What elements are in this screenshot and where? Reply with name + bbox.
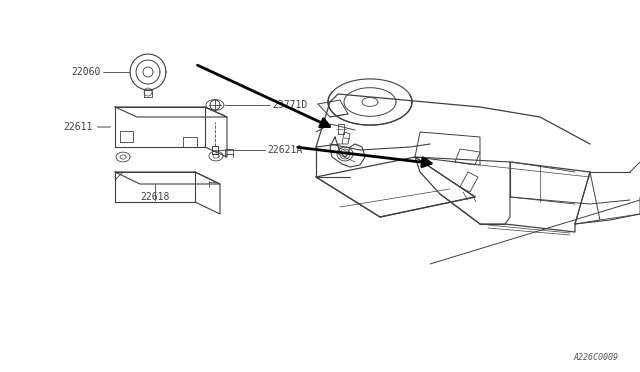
Text: 22611: 22611 xyxy=(63,122,93,132)
Text: 23771D: 23771D xyxy=(272,100,307,110)
Text: 22618: 22618 xyxy=(140,192,170,202)
Text: 22060: 22060 xyxy=(72,67,101,77)
Text: A226C0009: A226C0009 xyxy=(573,353,618,362)
Text: 22621A: 22621A xyxy=(267,145,302,155)
